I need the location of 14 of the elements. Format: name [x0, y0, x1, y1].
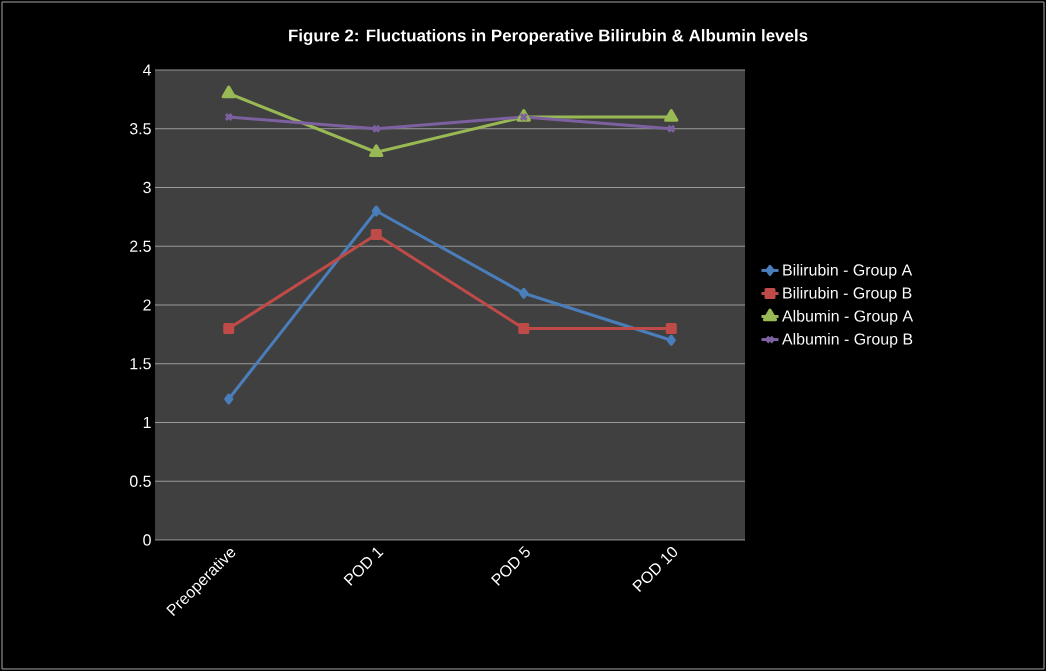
- y-tick-label: 0: [143, 534, 151, 546]
- y-tick-label: 0.5: [129, 475, 151, 487]
- y-tick-label: 3.5: [129, 123, 151, 135]
- y-tick-label: 2.5: [130, 240, 151, 252]
- legend-label: Bilirubin - Group B: [783, 286, 912, 302]
- legend-label: Albumin - Group A: [782, 309, 914, 325]
- chart-title: Figure 2: Fluctuations in Peroperative Bilirubin & Albumin levels: [289, 29, 808, 45]
- y-tick-label: 1.5: [130, 358, 151, 370]
- legend-label: Bilirubin - Group A: [783, 263, 913, 279]
- y-tick-label: 4: [142, 64, 152, 76]
- legend-label: Albumin - Group B: [782, 333, 913, 348]
- y-tick-label: 2: [143, 299, 151, 311]
- y-tick-label: 3: [143, 181, 151, 194]
- y-tick-label: 1: [143, 417, 151, 428]
